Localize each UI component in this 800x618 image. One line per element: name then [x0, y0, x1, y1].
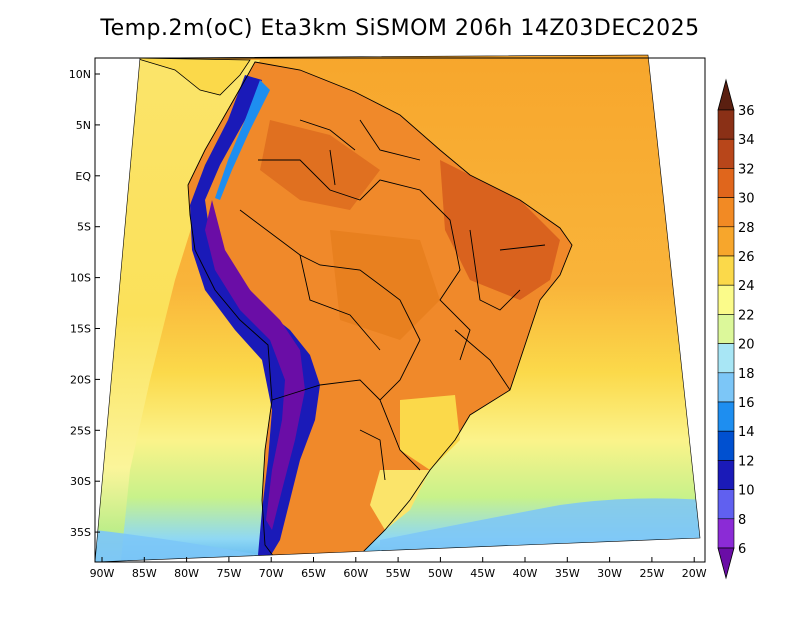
colorbar-max-arrow — [717, 78, 735, 111]
colorbar-swatch — [717, 284, 735, 315]
central-america — [134, 57, 251, 96]
northeast-hot-region — [440, 160, 560, 300]
northern-andes — [215, 80, 270, 200]
colorbar-level-label: 36 — [738, 104, 755, 119]
lon-label: 35W — [555, 567, 580, 580]
colorbar-level-label: 12 — [738, 454, 755, 469]
colorbar-level-label: 10 — [738, 484, 755, 499]
central-warm-region — [330, 230, 440, 340]
lat-label: 25S — [70, 424, 91, 437]
colorbar-level-label: 28 — [738, 221, 755, 236]
south-cool-region — [370, 470, 430, 530]
lat-label: EQ — [75, 170, 91, 183]
colorbar-swatch — [717, 430, 735, 461]
lon-label: 25W — [639, 567, 664, 580]
lat-label: 30S — [70, 475, 91, 488]
lon-label: 55W — [386, 567, 411, 580]
colorbar-level-label: 18 — [738, 367, 755, 382]
colorbar-swatch — [717, 109, 735, 140]
lon-label: 80W — [174, 567, 199, 580]
country-borders — [187, 61, 573, 562]
plot-frame — [94, 57, 706, 563]
colorbar-swatch — [717, 226, 735, 257]
lon-label: 85W — [132, 567, 157, 580]
lon-label: 65W — [301, 567, 326, 580]
colorbar-swatch — [717, 168, 735, 198]
lon-label: 45W — [470, 567, 495, 580]
lat-label: 10S — [70, 272, 91, 285]
colorbar-swatch — [717, 197, 735, 228]
lon-label: 20W — [682, 567, 707, 580]
colorbar-swatch — [717, 314, 735, 344]
colorbar-level-label: 22 — [738, 308, 755, 323]
colorbar-swatch — [717, 401, 735, 432]
lat-label: 5N — [76, 119, 91, 132]
colorbar-level-label: 24 — [738, 279, 755, 294]
pacific-ocean-field — [95, 60, 260, 562]
lon-label: 30W — [597, 567, 622, 580]
lon-label: 75W — [216, 567, 241, 580]
lon-label: 50W — [428, 567, 453, 580]
lat-label: 35S — [70, 526, 91, 539]
andes-coldest-core — [205, 200, 305, 530]
colorbar-level-label: 34 — [738, 133, 755, 148]
colorbar-swatch — [717, 518, 735, 549]
lon-label: 70W — [259, 567, 284, 580]
colorbar-level-label: 26 — [738, 250, 755, 265]
lat-label: 10N — [69, 68, 91, 81]
map-domain-outline — [94, 54, 701, 563]
colorbar-level-label: 30 — [738, 192, 755, 207]
lon-label: 60W — [343, 567, 368, 580]
colorbar-level-label: 16 — [738, 396, 755, 411]
lat-label: 5S — [77, 221, 91, 234]
colorbar-level-label: 14 — [738, 425, 755, 440]
colorbar: 36 34 32 30 28 26 24 22 20 18 16 14 12 10 8 6 — [717, 78, 755, 580]
longitude-axis: 90W 85W 80W 75W 70W 65W 60W 55W 50W 45W 40W 35W 30W 2… — [90, 557, 707, 580]
colorbar-swatch — [717, 372, 735, 403]
colorbar-swatch — [717, 255, 735, 286]
colorbar-level-label: 8 — [738, 513, 746, 528]
map-title: Temp.2m(oC) Eta3km SiSMOM 206h 14Z03DEC2… — [100, 16, 700, 41]
southeast-cool-region — [400, 395, 460, 470]
lat-label: 20S — [70, 373, 91, 386]
latitude-axis: 10N 5N EQ 5S 10S 15S 20S 25S 30S 35S — [69, 68, 100, 539]
lon-label: 90W — [90, 567, 115, 580]
colorbar-swatch — [717, 138, 735, 169]
amazon-warm-region — [260, 120, 380, 210]
colorbar-swatch — [717, 460, 735, 490]
colorbar-level-label: 6 — [738, 542, 746, 557]
colorbar-level-label: 32 — [738, 162, 755, 177]
colorbar-level-label: 20 — [738, 338, 755, 353]
colorbar-swatch — [717, 489, 735, 520]
map-domain — [95, 55, 700, 562]
lon-label: 40W — [513, 567, 538, 580]
colorbar-min-arrow — [717, 547, 735, 580]
lat-label: 15S — [70, 323, 91, 336]
colorbar-swatch — [717, 343, 735, 374]
